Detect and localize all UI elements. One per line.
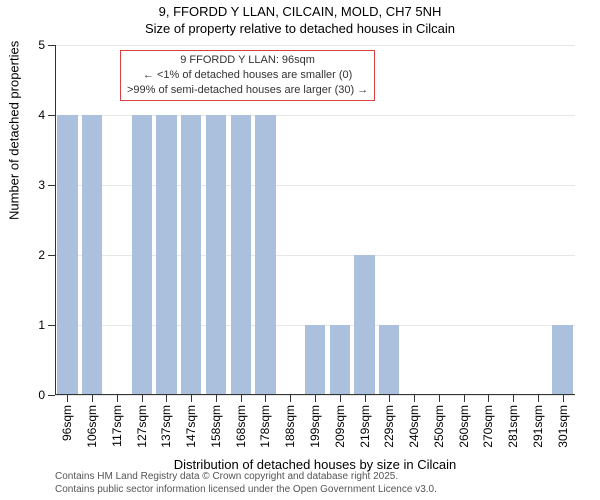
title-line-2: Size of property relative to detached ho…: [0, 21, 600, 38]
x-tick-label: 301sqm: [556, 405, 570, 448]
x-tick: [340, 395, 341, 402]
footer-attribution: Contains HM Land Registry data © Crown c…: [55, 471, 437, 496]
x-tick: [365, 395, 366, 402]
y-tick: [48, 115, 55, 116]
x-tick: [538, 395, 539, 402]
x-tick: [563, 395, 564, 402]
y-tick-label: 5: [38, 38, 45, 52]
bar: [156, 115, 176, 395]
chart-title: 9, FFORDD Y LLAN, CILCAIN, MOLD, CH7 5NH…: [0, 4, 600, 38]
x-tick-label: 260sqm: [457, 405, 471, 448]
y-tick-label: 2: [38, 248, 45, 262]
bar: [255, 115, 275, 395]
x-tick-label: 188sqm: [283, 405, 297, 448]
x-tick: [216, 395, 217, 402]
bar: [231, 115, 251, 395]
plot-area: 9 FFORDD Y LLAN: 96sqm ← <1% of detached…: [55, 45, 575, 395]
y-tick-label: 0: [38, 388, 45, 402]
x-tick-label: 106sqm: [85, 405, 99, 448]
x-tick: [191, 395, 192, 402]
y-tick: [48, 395, 55, 396]
bar: [206, 115, 226, 395]
y-tick-label: 4: [38, 108, 45, 122]
gridline: [55, 45, 575, 46]
x-tick-label: 137sqm: [159, 405, 173, 448]
y-tick-label: 3: [38, 178, 45, 192]
x-axis-label: Distribution of detached houses by size …: [55, 457, 575, 472]
x-tick-label: 229sqm: [382, 405, 396, 448]
bar: [305, 325, 325, 395]
x-tick: [241, 395, 242, 402]
bar: [354, 255, 374, 395]
bar: [82, 115, 102, 395]
x-tick: [464, 395, 465, 402]
x-tick-label: 270sqm: [481, 405, 495, 448]
x-tick-label: 117sqm: [110, 405, 124, 447]
x-tick: [92, 395, 93, 402]
x-tick-label: 291sqm: [531, 405, 545, 448]
y-tick: [48, 255, 55, 256]
bar: [132, 115, 152, 395]
x-tick-label: 240sqm: [407, 405, 421, 448]
y-tick: [48, 185, 55, 186]
x-tick-label: 250sqm: [432, 405, 446, 448]
x-tick-label: 147sqm: [184, 405, 198, 448]
annotation-line-2: ← <1% of detached houses are smaller (0): [127, 68, 368, 83]
x-tick: [265, 395, 266, 402]
annotation-line-3: >99% of semi-detached houses are larger …: [127, 83, 368, 98]
x-tick-label: 199sqm: [308, 405, 322, 448]
x-tick-label: 281sqm: [506, 405, 520, 448]
x-tick: [414, 395, 415, 402]
x-tick-label: 209sqm: [333, 405, 347, 448]
y-tick-label: 1: [38, 318, 45, 332]
footer-line-1: Contains HM Land Registry data © Crown c…: [55, 471, 437, 484]
x-axis-line: [55, 394, 575, 395]
title-line-1: 9, FFORDD Y LLAN, CILCAIN, MOLD, CH7 5NH: [0, 4, 600, 21]
x-tick: [513, 395, 514, 402]
x-tick: [290, 395, 291, 402]
x-tick: [488, 395, 489, 402]
x-tick-label: 96sqm: [60, 405, 74, 441]
x-tick-label: 178sqm: [258, 405, 272, 448]
footer-line-2: Contains public sector information licen…: [55, 484, 437, 497]
x-tick: [439, 395, 440, 402]
x-tick: [67, 395, 68, 402]
x-tick-label: 158sqm: [209, 405, 223, 448]
x-tick: [389, 395, 390, 402]
y-axis-label: Number of detached properties: [7, 41, 22, 220]
x-tick: [142, 395, 143, 402]
bar: [330, 325, 350, 395]
y-tick: [48, 45, 55, 46]
x-tick: [166, 395, 167, 402]
annotation-line-1: 9 FFORDD Y LLAN: 96sqm: [127, 53, 368, 68]
x-tick: [315, 395, 316, 402]
bar: [379, 325, 399, 395]
bar: [57, 115, 77, 395]
bar: [552, 325, 572, 395]
x-tick: [117, 395, 118, 402]
y-axis-line: [55, 45, 56, 395]
chart-container: 9, FFORDD Y LLAN, CILCAIN, MOLD, CH7 5NH…: [0, 0, 600, 500]
x-tick-label: 219sqm: [358, 405, 372, 448]
bar: [181, 115, 201, 395]
annotation-box: 9 FFORDD Y LLAN: 96sqm ← <1% of detached…: [120, 50, 375, 101]
y-tick: [48, 325, 55, 326]
x-tick-label: 168sqm: [234, 405, 248, 448]
x-tick-label: 127sqm: [135, 405, 149, 448]
